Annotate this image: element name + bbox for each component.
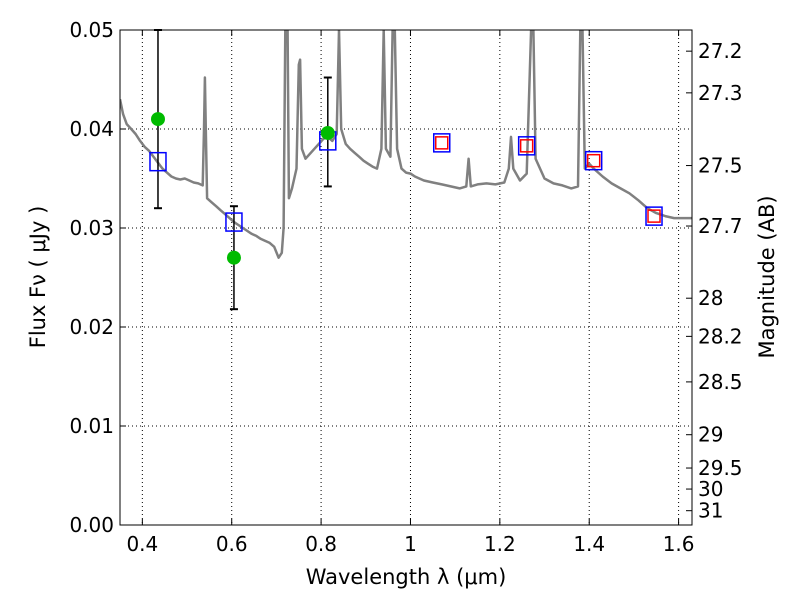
mag-tick-label: 27.2 [698,39,743,63]
y-axis-label: Flux Fν ( μJy ) [26,206,50,349]
model-flux-square [149,151,167,172]
x-tick-label: 0.8 [305,532,337,556]
model-flux-square [517,136,536,156]
data-markers [149,112,663,265]
axis-ticks: 0.4 0.6 0.8 1 1.2 1.4 1.6 0.00 0.01 0.02 0.03 0.04 0… [69,18,742,556]
observed-flux-dot [226,250,241,265]
model-flux-square [433,133,451,153]
y-tick-label: 0.03 [69,216,114,240]
x-axis-label: Wavelength λ (μm) [306,565,507,589]
mag-tick-label: 28.5 [698,370,743,394]
upper-limit-square [647,209,661,223]
mag-tick-label: 28 [698,286,723,310]
x-tick-label: 0.4 [126,532,158,556]
model-sed-line [120,30,692,259]
y-tick-label: 0.02 [69,315,114,339]
grid-lines [120,30,692,525]
observed-flux-dot [320,125,335,140]
upper-limit-square [586,153,601,168]
model-flux-square [645,206,663,226]
y-tick-label: 0.04 [69,117,114,141]
model-flux-square [584,150,603,171]
y-tick-label: 0.01 [69,414,114,438]
x-tick-label: 0.6 [216,532,248,556]
plot-frame [119,29,693,526]
y-tick-label: 0.00 [69,513,114,537]
mag-tick-label: 27.7 [698,214,743,238]
y-tick-label: 0.05 [69,18,114,42]
x-tick-label: 1.2 [484,532,516,556]
observed-flux-dot [150,112,165,127]
mag-tick-label: 31 [698,499,723,523]
x-tick-label: 1.6 [663,532,695,556]
mag-tick-label: 27.3 [698,81,743,105]
model-flux-square [225,212,243,232]
mag-tick-label: 29 [698,423,723,447]
x-tick-label: 1.4 [573,532,605,556]
mag-tick-label: 30 [698,477,723,501]
mag-tick-label: 28.2 [698,324,743,348]
mag-tick-label: 27.5 [698,154,743,178]
mag-tick-label: 29.5 [698,456,743,480]
upper-limit-square [519,139,534,153]
error-bars [153,29,332,311]
y2-axis-label: Magnitude (AB) [755,195,779,358]
upper-limit-square [435,136,449,150]
x-tick-label: 1 [404,532,417,556]
model-sed-layer [120,30,692,259]
